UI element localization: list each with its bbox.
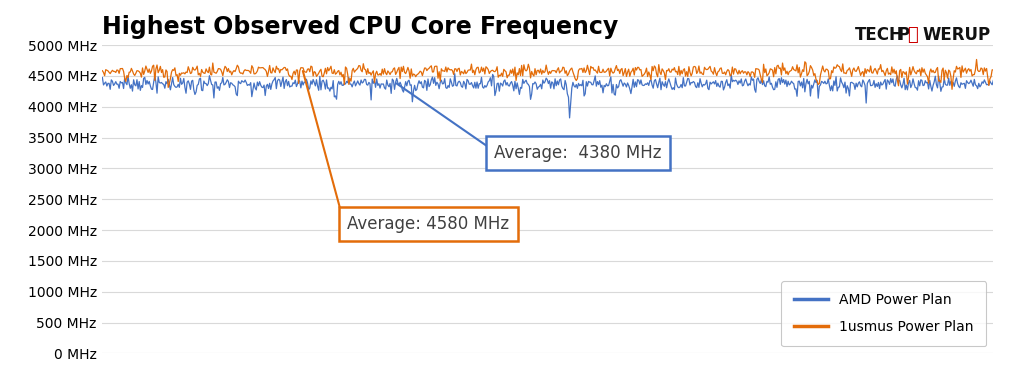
Text: TECH: TECH bbox=[855, 26, 904, 44]
Legend: AMD Power Plan, 1usmus Power Plan: AMD Power Plan, 1usmus Power Plan bbox=[781, 281, 986, 347]
Text: Average:  4380 MHz: Average: 4380 MHz bbox=[495, 144, 662, 162]
Text: P: P bbox=[897, 26, 909, 44]
Text: Highest Observed CPU Core Frequency: Highest Observed CPU Core Frequency bbox=[102, 15, 618, 39]
Text: WERUP: WERUP bbox=[923, 26, 991, 44]
Text: Average: 4580 MHz: Average: 4580 MHz bbox=[347, 215, 510, 233]
Text: ⓞ: ⓞ bbox=[907, 26, 918, 44]
